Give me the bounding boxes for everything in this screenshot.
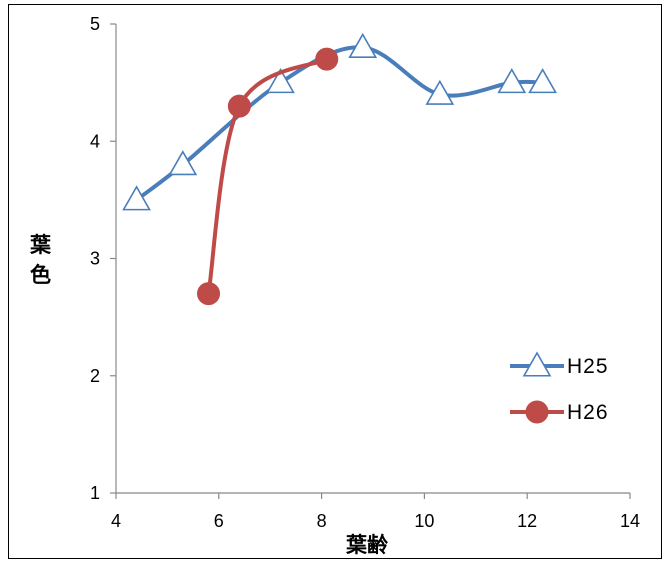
legend-item-h26: H26 (510, 400, 609, 424)
x-tick-label: 12 (517, 511, 537, 531)
y-tick-label: 2 (90, 366, 100, 386)
data-point (227, 94, 251, 118)
series-layer (122, 32, 557, 306)
x-tick-label: 14 (620, 511, 640, 531)
x-tick-label: 4 (111, 511, 121, 531)
y-tick-label: 3 (90, 249, 100, 269)
data-point (348, 32, 378, 59)
axes (115, 24, 630, 494)
data-point (497, 68, 527, 94)
legend-item-h25: H25 (510, 351, 609, 378)
legend-label: H26 (567, 401, 609, 424)
x-tick-label: 10 (414, 511, 434, 531)
y-axis-title-char-2: 色 (30, 263, 51, 287)
legend-label: H25 (567, 355, 609, 378)
data-point (528, 68, 557, 94)
chart-frame (8, 4, 662, 559)
y-tick-label: 4 (90, 131, 100, 151)
data-point (266, 68, 295, 94)
series-h25 (122, 32, 557, 211)
legend-marker (522, 351, 552, 377)
x-tick-label: 6 (214, 511, 224, 531)
series-line (134, 45, 545, 202)
data-point (425, 79, 455, 105)
legend-marker (525, 400, 549, 424)
data-point (168, 150, 198, 176)
y-axis-title-char-1: 葉 (29, 233, 52, 257)
x-axis-title: 葉齢 (345, 533, 389, 557)
series-h26 (197, 47, 339, 306)
y-tick-label: 1 (90, 483, 100, 503)
x-tick-label: 8 (317, 511, 327, 531)
data-point (315, 47, 339, 71)
legend: H25 H26 (510, 351, 609, 424)
data-point (122, 185, 151, 211)
data-point (197, 282, 221, 306)
y-tick-label: 5 (90, 14, 100, 34)
